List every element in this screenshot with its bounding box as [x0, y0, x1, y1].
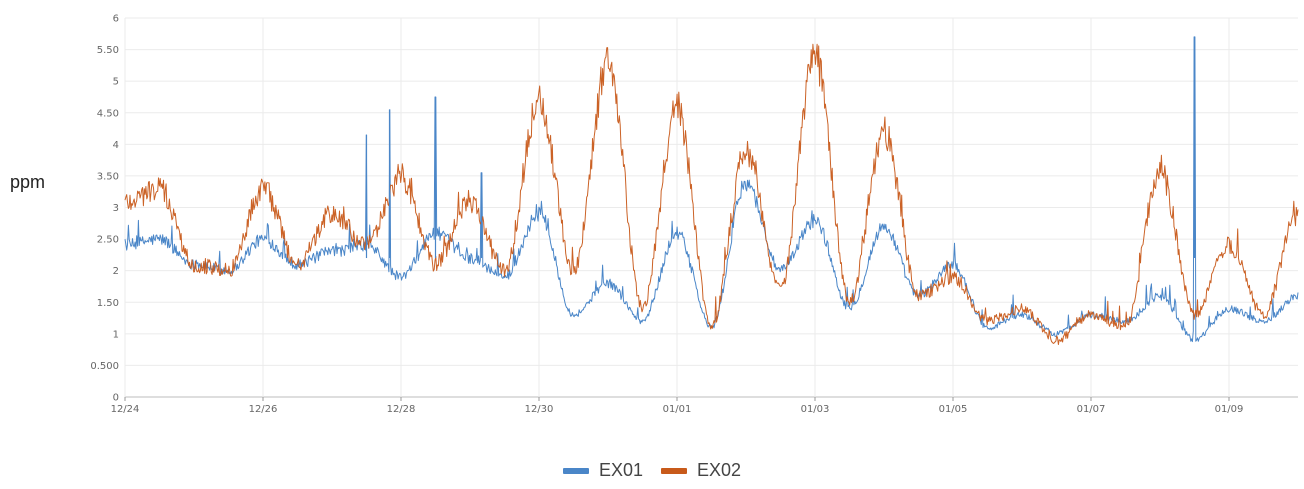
y-tick-label: 4.50 — [97, 108, 119, 119]
y-tick-label: 1.50 — [97, 298, 119, 309]
y-tick-label: 5 — [113, 77, 119, 88]
legend-item-ex02[interactable]: EX02 — [661, 460, 741, 481]
x-tick-label: 12/28 — [387, 404, 416, 415]
y-axis-label: ppm — [10, 172, 46, 192]
x-tick-label: 01/05 — [939, 404, 968, 415]
legend-label-ex01: EX01 — [598, 460, 643, 480]
y-tick-label: 2.50 — [97, 235, 119, 246]
x-tick-label: 12/30 — [525, 404, 554, 415]
x-tick-label: 01/01 — [663, 404, 692, 415]
y-tick-label: 3 — [113, 203, 119, 214]
x-tick-label: 12/24 — [111, 404, 140, 415]
y-tick-label: 5.50 — [97, 45, 119, 56]
y-tick-label: 2 — [113, 266, 119, 277]
y-tick-label: 6 — [113, 14, 119, 25]
x-tick-label: 12/26 — [249, 404, 278, 415]
y-tick-label: 4 — [113, 140, 119, 151]
legend-item-ex01[interactable]: EX01 — [562, 460, 643, 481]
legend-swatch-ex02 — [661, 467, 687, 474]
x-tick-label: 01/03 — [801, 404, 830, 415]
x-tick-label: 01/07 — [1077, 404, 1106, 415]
legend-swatch-ex01 — [562, 467, 589, 474]
series-line-ex02 — [124, 43, 1299, 345]
legend-label-ex02: EX02 — [697, 460, 742, 480]
x-tick-label: 01/09 — [1215, 404, 1244, 415]
series-line-ex01 — [124, 36, 1299, 343]
legend: EX01 EX02 — [0, 460, 1304, 481]
y-tick-label: 0.500 — [90, 361, 119, 372]
y-tick-label: 0 — [113, 393, 119, 404]
y-tick-label: 3.50 — [97, 171, 119, 182]
y-tick-label: 1 — [113, 329, 119, 340]
